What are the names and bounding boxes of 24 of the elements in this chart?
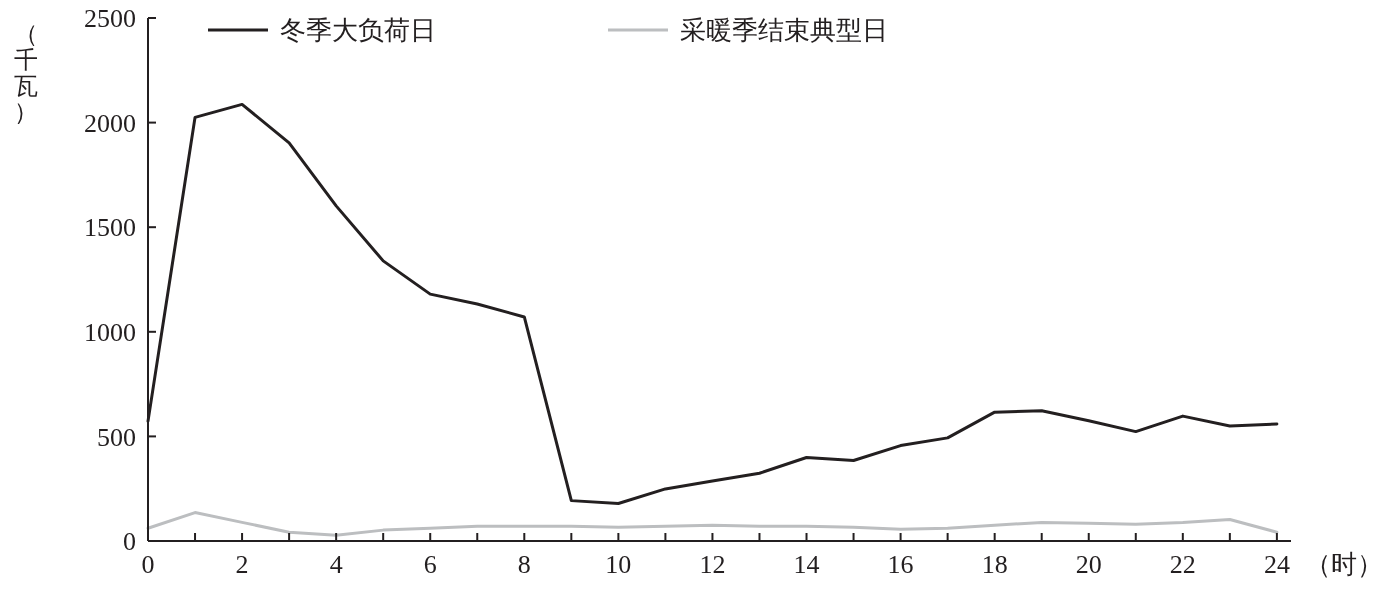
- x-tick-label: 6: [423, 550, 437, 579]
- y-tick-label: 1500: [84, 213, 136, 243]
- x-tick-label: 18: [981, 550, 1008, 579]
- y-tick-label: 0: [123, 527, 136, 557]
- y-axis-title: （千瓦）: [14, 21, 38, 125]
- x-tick-label: 2: [235, 550, 249, 579]
- y-tick-label: 2500: [84, 4, 136, 34]
- y-tick-label: 500: [97, 422, 136, 452]
- x-tick-label: 24: [1263, 550, 1290, 579]
- x-tick-label: 14: [793, 550, 820, 579]
- x-tick-label: 22: [1169, 550, 1196, 579]
- y-tick-label: 1000: [84, 317, 136, 347]
- legend-label: 采暖季结束典型日: [680, 16, 888, 46]
- x-tick-label: 4: [329, 550, 343, 579]
- legend-label: 冬季大负荷日: [280, 16, 436, 46]
- x-tick-label: 0: [141, 550, 155, 579]
- x-tick-label: 8: [517, 550, 531, 579]
- y-tick-label: 2000: [84, 108, 136, 138]
- line-series: [146, 511, 1279, 537]
- x-tick-label: 12: [699, 550, 726, 579]
- x-axis-title: （时）: [1305, 550, 1379, 579]
- x-tick-label: 20: [1075, 550, 1102, 579]
- x-tick-label: 16: [887, 550, 914, 579]
- x-tick-label: 10: [605, 550, 632, 579]
